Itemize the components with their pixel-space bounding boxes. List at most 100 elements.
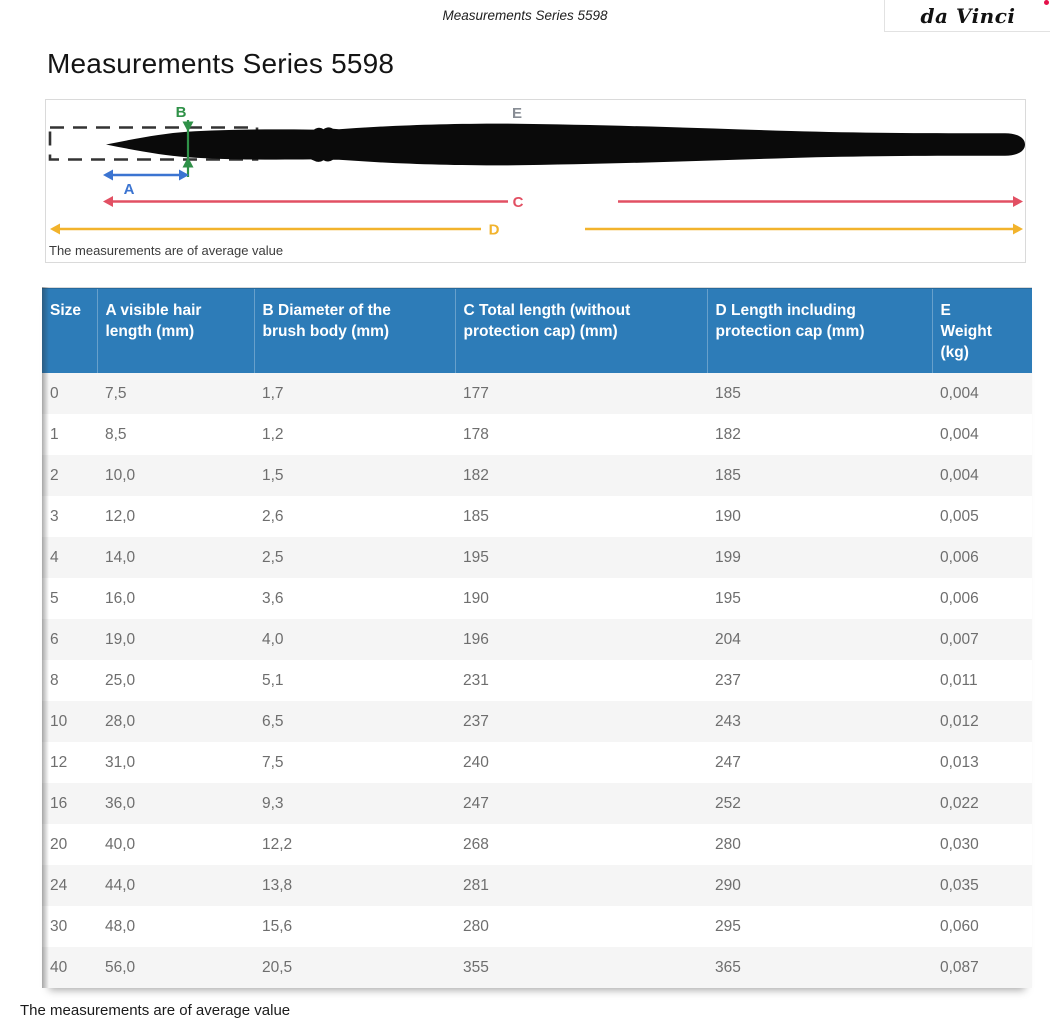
b-arrowhead-down-icon xyxy=(182,121,194,132)
table-cell: 0,030 xyxy=(940,835,979,853)
table-cell: 281 xyxy=(463,876,489,894)
diagram-label-a: A xyxy=(124,181,135,198)
page-title: Measurements Series 5598 xyxy=(47,48,395,79)
diagram-label-c: C xyxy=(513,194,524,211)
table-cell: 14,0 xyxy=(105,548,136,566)
table-row: 0 7,5 1,7 177 185 0,004 xyxy=(42,373,1032,414)
table-cell: 10 xyxy=(50,712,68,730)
table-cell: 204 xyxy=(715,630,741,648)
table-cell: 0,022 xyxy=(940,794,979,812)
diagram-label-d: D xyxy=(489,222,500,239)
table-row: 16 36,0 9,3 247 252 0,022 xyxy=(42,783,1032,824)
diagram-caption: The measurements are of average value xyxy=(49,243,284,258)
table-cell: 3 xyxy=(50,507,59,525)
table-cell: 9,3 xyxy=(262,794,284,812)
table-cell: 20,5 xyxy=(262,958,293,976)
table-header-row: Size A visible hair length (mm) B Diameter… xyxy=(42,287,1032,373)
table-cell: 240 xyxy=(463,753,489,771)
table-cell: 0,035 xyxy=(940,876,979,894)
table-cell: 7,5 xyxy=(105,384,127,402)
brush-measurement-diagram: E B A C D The measurements are of averag… xyxy=(45,99,1026,263)
table-cell: 16 xyxy=(50,794,68,812)
table-cell: 195 xyxy=(463,548,489,566)
table-row: 24 44,0 13,8 281 290 0,035 xyxy=(42,865,1032,906)
table-row: 3 12,0 2,6 185 190 0,005 xyxy=(42,496,1032,537)
table-cell: 28,0 xyxy=(105,712,136,730)
table-cell: 231 xyxy=(463,671,489,689)
diagram-label-b: B xyxy=(176,104,187,121)
table-cell: 0,087 xyxy=(940,958,979,976)
table-cell: 40,0 xyxy=(105,835,136,853)
table-cell: 15,6 xyxy=(262,917,293,935)
table-cell: 40 xyxy=(50,958,68,976)
table-cell: 2 xyxy=(50,466,59,484)
table-cell: 182 xyxy=(463,466,489,484)
logo-red-dot-icon xyxy=(1044,0,1049,5)
table-row: 20 40,0 12,2 268 280 0,030 xyxy=(42,824,1032,865)
davinci-logo: da Vinci xyxy=(884,0,1050,32)
table-cell: 6 xyxy=(50,630,59,648)
table-cell: 237 xyxy=(463,712,489,730)
table-cell: 31,0 xyxy=(105,753,136,771)
table-row: 8 25,0 5,1 231 237 0,011 xyxy=(42,660,1032,701)
table-cell: 56,0 xyxy=(105,958,136,976)
c-arrowhead-left-icon xyxy=(103,196,113,207)
table-row: 1 8,5 1,2 178 182 0,004 xyxy=(42,414,1032,455)
table-cell: 12 xyxy=(50,753,68,771)
measurements-table-wrap: Size A visible hair length (mm) B Diameter… xyxy=(42,287,1032,988)
table-cell: 178 xyxy=(463,425,489,443)
table-cell: 44,0 xyxy=(105,876,136,894)
table-cell: 185 xyxy=(463,507,489,525)
davinci-logo-text: da Vinci xyxy=(920,3,1016,28)
footer-caption: The measurements are of average value xyxy=(20,1002,291,1019)
table-cell: 4,0 xyxy=(262,630,284,648)
measurements-table-body: 0 7,5 1,7 177 185 0,004 1 8,5 1,2 178 182 0,004 2 10,… xyxy=(42,373,1032,988)
table-row: 4 14,0 2,5 195 199 0,006 xyxy=(42,537,1032,578)
table-cell: 8,5 xyxy=(105,425,127,443)
table-cell: 195 xyxy=(715,589,741,607)
table-cell: 0,006 xyxy=(940,548,979,566)
b-arrowhead-up-icon xyxy=(182,157,194,168)
table-row: 6 19,0 4,0 196 204 0,007 xyxy=(42,619,1032,660)
table-cell: 13,8 xyxy=(262,876,293,894)
column-header-3: C Total length (without protection cap) … xyxy=(454,287,707,373)
brush-diagram-svg: E B A C D xyxy=(48,104,1025,239)
table-cell: 5 xyxy=(50,589,59,607)
table-cell: 2,6 xyxy=(262,507,284,525)
table-cell: 196 xyxy=(463,630,489,648)
table-cell: 19,0 xyxy=(105,630,136,648)
table-cell: 1 xyxy=(50,425,59,443)
table-cell: 190 xyxy=(463,589,489,607)
table-cell: 182 xyxy=(715,425,741,443)
table-row: 5 16,0 3,6 190 195 0,006 xyxy=(42,578,1032,619)
column-header-5: E Weight (kg) xyxy=(931,287,1032,373)
table-cell: 4 xyxy=(50,548,59,566)
table-cell: 24 xyxy=(50,876,68,894)
table-row: 30 48,0 15,6 280 295 0,060 xyxy=(42,906,1032,947)
table-cell: 190 xyxy=(715,507,741,525)
table-cell: 0,011 xyxy=(940,671,978,689)
column-header-1: A visible hair length (mm) xyxy=(96,287,254,373)
table-cell: 247 xyxy=(715,753,741,771)
table-cell: 252 xyxy=(715,794,741,812)
table-cell: 0,013 xyxy=(940,753,979,771)
table-cell: 48,0 xyxy=(105,917,136,935)
a-arrowhead-left-icon xyxy=(103,169,113,181)
diagram-label-e: E xyxy=(512,105,522,122)
c-arrowhead-right-icon xyxy=(1013,196,1023,207)
table-cell: 355 xyxy=(463,958,489,976)
table-cell: 243 xyxy=(715,712,741,730)
a-arrowhead-right-icon xyxy=(179,169,189,181)
table-cell: 20 xyxy=(50,835,68,853)
table-cell: 365 xyxy=(715,958,741,976)
table-cell: 177 xyxy=(463,384,489,402)
protection-cap-dashed-outline xyxy=(48,126,259,161)
table-cell: 199 xyxy=(715,548,741,566)
column-header-0: Size xyxy=(42,287,97,373)
column-header-2: B Diameter of the brush body (mm) xyxy=(253,287,455,373)
column-header-4: D Length including protection cap (mm) xyxy=(706,287,932,373)
table-cell: 268 xyxy=(463,835,489,853)
d-arrowhead-left-icon xyxy=(50,223,60,235)
table-cell: 25,0 xyxy=(105,671,136,689)
table-cell: 0 xyxy=(50,384,59,402)
